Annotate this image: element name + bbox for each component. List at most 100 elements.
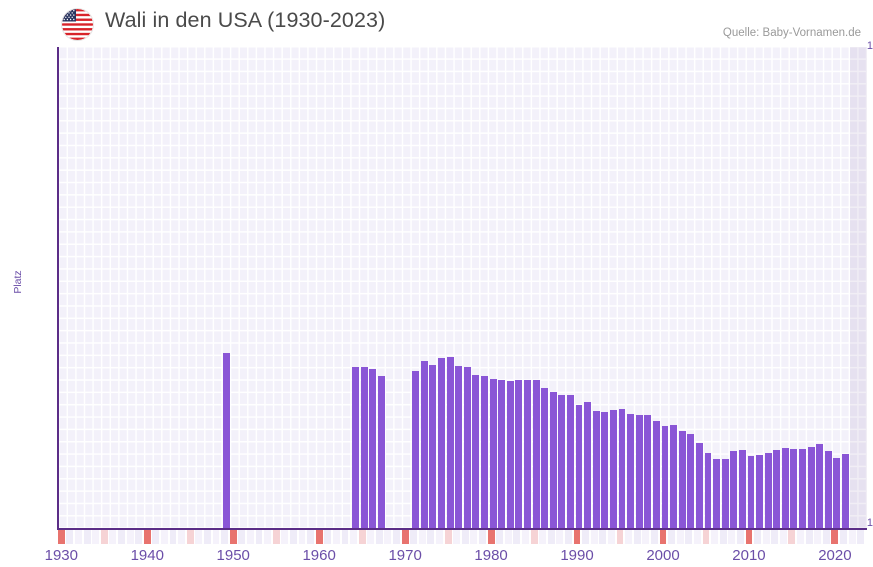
bar-2004[interactable]: [695, 442, 703, 528]
bar-1980[interactable]: [489, 378, 497, 528]
heat-cell-1966: [367, 530, 375, 544]
heat-cell-1990: [573, 530, 581, 544]
bar-1974[interactable]: [438, 357, 445, 528]
bar-1988[interactable]: [558, 394, 566, 528]
bar-1990[interactable]: [575, 404, 583, 528]
heat-cell-1943: [169, 530, 177, 544]
bar-2016[interactable]: [799, 449, 806, 528]
heat-cell-1991: [582, 530, 590, 544]
bar-1949[interactable]: [223, 353, 231, 528]
bar-1994[interactable]: [609, 409, 617, 528]
heat-cell-1950: [229, 530, 237, 544]
bar-1966[interactable]: [369, 368, 377, 528]
bar-1971[interactable]: [412, 370, 420, 528]
heat-cell-2003: [685, 530, 693, 544]
bar-2019[interactable]: [824, 450, 832, 528]
heat-cell-1932: [75, 530, 82, 544]
bar-1967[interactable]: [377, 375, 385, 528]
bar-1981[interactable]: [498, 380, 506, 528]
bar-1979[interactable]: [481, 375, 488, 528]
bar-2007[interactable]: [721, 458, 729, 528]
bar-2003[interactable]: [687, 433, 695, 528]
bar-1998[interactable]: [644, 414, 652, 528]
heat-cell-1933: [83, 530, 91, 544]
bar-2002[interactable]: [678, 430, 686, 528]
heat-cell-1995: [616, 530, 624, 544]
heat-cell-2009: [736, 530, 744, 544]
bar-1975[interactable]: [446, 356, 454, 528]
bar-1982[interactable]: [506, 380, 514, 528]
heat-cell-2014: [779, 530, 787, 544]
heat-cell-1951: [238, 530, 246, 544]
bar-1992[interactable]: [592, 411, 600, 528]
heat-cell-2016: [797, 530, 804, 544]
bar-1989[interactable]: [567, 395, 574, 528]
x-axis-tick-1940: 1940: [130, 547, 164, 564]
bar-1983[interactable]: [515, 379, 523, 528]
heat-cell-1973: [427, 530, 435, 544]
x-axis-tick-1980: 1980: [474, 547, 508, 564]
heat-cell-2011: [754, 530, 761, 544]
heat-cell-1983: [513, 530, 521, 544]
y-axis-label: Platz: [12, 270, 24, 294]
bar-2008[interactable]: [730, 450, 738, 528]
heat-cell-1954: [264, 530, 272, 544]
bar-1993[interactable]: [601, 412, 609, 528]
heat-cell-2019: [822, 530, 830, 544]
heat-cell-1992: [590, 530, 598, 544]
bar-1977[interactable]: [463, 366, 471, 528]
bar-2017[interactable]: [807, 447, 815, 528]
bar-2021[interactable]: [842, 453, 849, 528]
heat-cell-1958: [298, 530, 306, 544]
heat-cell-2005: [702, 530, 710, 544]
heat-cell-1941: [152, 530, 160, 544]
bar-1965[interactable]: [360, 366, 368, 528]
heat-cell-2023: [857, 530, 865, 544]
bar-1964[interactable]: [352, 366, 359, 528]
bar-1997[interactable]: [635, 414, 643, 528]
bar-1986[interactable]: [541, 387, 549, 528]
bar-1972[interactable]: [420, 360, 428, 528]
bar-1995[interactable]: [618, 408, 626, 528]
bar-2006[interactable]: [713, 458, 720, 528]
bar-2001[interactable]: [670, 425, 678, 528]
bar-2009[interactable]: [738, 449, 746, 528]
heat-cell-1957: [289, 530, 297, 544]
bar-2010[interactable]: [747, 456, 755, 528]
bar-2015[interactable]: [790, 449, 798, 528]
bar-1973[interactable]: [429, 364, 437, 528]
heat-cell-1987: [547, 530, 555, 544]
bar-2011[interactable]: [756, 454, 763, 528]
bar-2014[interactable]: [781, 448, 789, 528]
heat-cell-1942: [161, 530, 168, 544]
bar-1996[interactable]: [627, 414, 635, 528]
x-axis-tick-1930: 1930: [44, 547, 78, 564]
heat-cell-2007: [719, 530, 727, 544]
heat-cell-2017: [805, 530, 813, 544]
heat-cell-1964: [350, 530, 357, 544]
bar-2005[interactable]: [704, 453, 712, 528]
heat-cell-1977: [461, 530, 469, 544]
heat-cell-1956: [281, 530, 289, 544]
bar-2018[interactable]: [816, 444, 824, 528]
y-axis-tick-top: 1: [866, 40, 873, 52]
heat-cell-1994: [607, 530, 615, 544]
bar-1991[interactable]: [584, 401, 592, 528]
bar-1987[interactable]: [549, 392, 557, 528]
heat-cell-1978: [470, 530, 478, 544]
bar-2000[interactable]: [661, 425, 669, 528]
x-axis-tick-1970: 1970: [388, 547, 422, 564]
heat-cell-1996: [625, 530, 633, 544]
x-axis-tick-1960: 1960: [302, 547, 336, 564]
bar-2013[interactable]: [773, 449, 781, 528]
bar-1976[interactable]: [455, 365, 463, 528]
bar-2012[interactable]: [764, 452, 772, 528]
bar-2020[interactable]: [833, 458, 841, 528]
heat-cell-1935: [100, 530, 108, 544]
bar-1984[interactable]: [524, 379, 531, 528]
heat-cell-1979: [479, 530, 486, 544]
bar-1978[interactable]: [472, 374, 480, 528]
heat-cell-1959: [307, 530, 314, 544]
bar-1985[interactable]: [532, 380, 540, 528]
bar-1999[interactable]: [652, 420, 660, 528]
